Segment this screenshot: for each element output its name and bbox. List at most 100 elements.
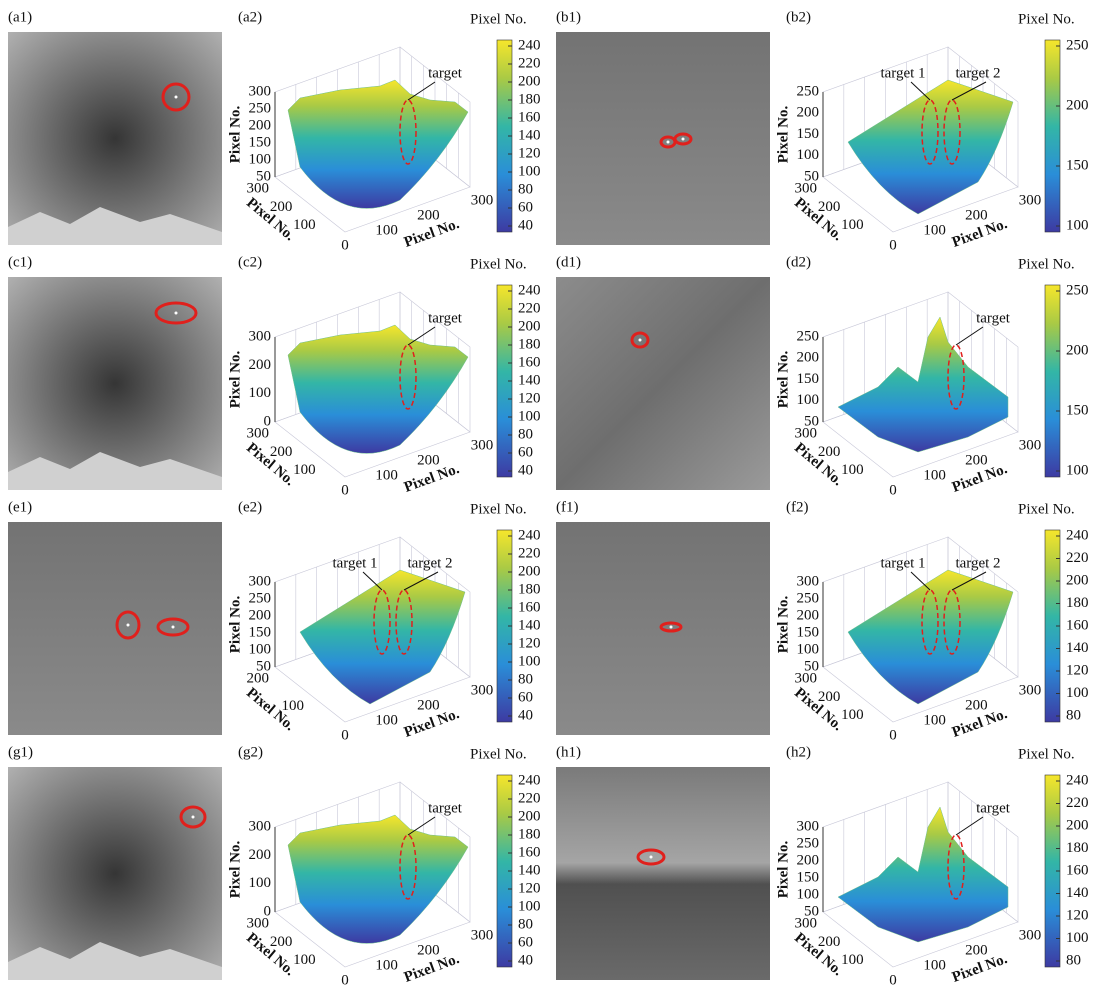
colorbar-tick-label: 180 — [518, 581, 541, 597]
z-axis-label: Pixel No. — [775, 841, 791, 899]
x-tick-label: 200 — [965, 697, 988, 713]
x-tick-label: 300 — [1019, 927, 1042, 943]
colorbar-tick-label: 80 — [518, 181, 533, 197]
colorbar-tick-label: 160 — [518, 354, 541, 370]
target-dot — [670, 626, 673, 629]
annotation: target — [976, 800, 1011, 816]
target-dot — [175, 96, 178, 99]
colorbar-tick-label: 100 — [518, 653, 541, 669]
z-axis-label: Pixel No. — [775, 351, 791, 409]
y-tick-label: 300 — [247, 180, 270, 196]
x-tick-label: 0 — [341, 482, 349, 498]
y-tick-label: 200 — [247, 670, 270, 686]
z-tick-label: 200 — [249, 117, 272, 133]
x-tick-label: 200 — [965, 942, 988, 958]
z-tick-label: 150 — [797, 869, 820, 885]
z-tick-label: 250 — [249, 100, 272, 116]
colorbar-tick-label: 140 — [518, 617, 541, 633]
colorbar-tick-label: 120 — [518, 880, 541, 896]
x-tick-label: 300 — [471, 682, 494, 698]
annotation: target — [428, 65, 463, 81]
colorbar-title: Pixel No. — [1018, 11, 1075, 27]
annotation: target 1 — [332, 555, 377, 571]
colorbar-tick-label: 140 — [518, 127, 541, 143]
image-label: (g1) — [8, 744, 33, 760]
surface — [288, 80, 468, 208]
colorbar-tick-label: 150 — [1066, 157, 1089, 173]
colorbar-tick-label: 180 — [518, 336, 541, 352]
figure: (a1)(a2)30025020015010050Pixel No.300200… — [0, 0, 1103, 990]
z-tick-label: 300 — [249, 328, 272, 344]
image-label: (c1) — [8, 254, 32, 270]
plot-label: (h2) — [786, 744, 811, 760]
x-tick-label: 200 — [965, 452, 988, 468]
plot-label: (f2) — [786, 499, 809, 515]
z-axis-label: Pixel No. — [227, 596, 243, 654]
z-axis-label: Pixel No. — [227, 841, 243, 899]
y-tick-label: 300 — [795, 180, 818, 196]
colorbar-tick-label: 160 — [1066, 617, 1089, 633]
colorbar — [1045, 285, 1060, 477]
z-tick-label: 200 — [797, 607, 820, 623]
infrared-image — [8, 522, 222, 735]
surface — [838, 807, 1008, 942]
colorbar-tick-label: 220 — [518, 790, 541, 806]
colorbar-tick-label: 40 — [518, 707, 533, 723]
colorbar-tick-label: 240 — [518, 527, 541, 543]
z-tick-label: 100 — [249, 641, 272, 657]
z-tick-label: 150 — [797, 126, 820, 142]
colorbar-tick-label: 240 — [1066, 772, 1089, 788]
x-tick-label: 0 — [341, 972, 349, 988]
colorbar-tick-label: 140 — [1066, 885, 1089, 901]
colorbar-tick-label: 200 — [518, 808, 541, 824]
colorbar-tick-label: 60 — [518, 199, 533, 215]
target-dot — [127, 624, 130, 627]
target-dot — [639, 339, 642, 342]
x-tick-label: 100 — [923, 467, 946, 483]
x-tick-label: 100 — [923, 957, 946, 973]
colorbar-tick-label: 40 — [518, 217, 533, 233]
colorbar-tick-label: 240 — [518, 772, 541, 788]
plot-label: (d2) — [786, 254, 811, 270]
panel: (g1)(g2)3002001000Pixel No.300200100Pixe… — [8, 744, 541, 988]
image-label: (h1) — [556, 744, 581, 760]
colorbar-tick-label: 100 — [1066, 462, 1089, 478]
z-tick-label: 100 — [797, 886, 820, 902]
x-tick-label: 100 — [375, 712, 398, 728]
z-tick-label: 100 — [249, 875, 272, 891]
colorbar-tick-label: 220 — [1066, 795, 1089, 811]
target-dot — [667, 141, 670, 144]
colorbar-tick-label: 100 — [518, 898, 541, 914]
panel: (b1)(b2)25020015010050Pixel No.300200100… — [556, 9, 1089, 253]
z-tick-label: 150 — [249, 134, 272, 150]
z-tick-label: 250 — [797, 835, 820, 851]
colorbar-title: Pixel No. — [470, 501, 527, 517]
surface — [300, 570, 465, 704]
x-tick-label: 300 — [471, 437, 494, 453]
annotation: target 2 — [955, 65, 1000, 81]
y-tick-label: 300 — [247, 425, 270, 441]
surface — [848, 80, 1013, 214]
annotation: target — [428, 800, 463, 816]
z-tick-label: 100 — [249, 151, 272, 167]
colorbar-tick-label: 240 — [518, 282, 541, 298]
target-dot — [650, 856, 653, 859]
colorbar-tick-label: 220 — [518, 55, 541, 71]
x-tick-label: 300 — [1019, 437, 1042, 453]
x-tick-label: 300 — [1019, 192, 1042, 208]
colorbar-tick-label: 80 — [518, 426, 533, 442]
colorbar-title: Pixel No. — [470, 746, 527, 762]
x-tick-label: 300 — [471, 192, 494, 208]
annotation: target — [976, 310, 1011, 326]
annotation: target 2 — [407, 555, 452, 571]
z-tick-label: 150 — [249, 624, 272, 640]
z-tick-label: 300 — [249, 573, 272, 589]
colorbar-tick-label: 140 — [518, 372, 541, 388]
surface — [288, 815, 468, 943]
x-tick-label: 200 — [417, 207, 440, 223]
panel: (h1)(h2)30025020015010050Pixel No.300200… — [556, 744, 1089, 988]
colorbar-tick-label: 120 — [1066, 907, 1089, 923]
colorbar-tick-label: 100 — [1066, 930, 1089, 946]
colorbar-tick-label: 120 — [518, 635, 541, 651]
